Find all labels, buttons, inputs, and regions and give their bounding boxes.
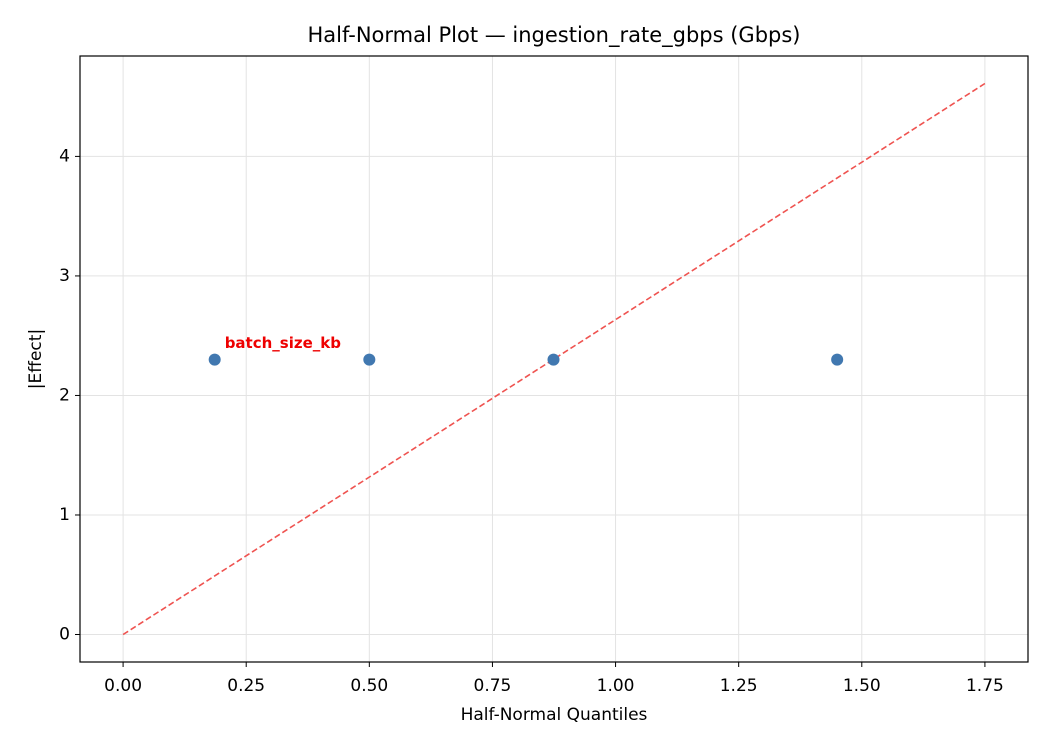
point (363, 353, 376, 366)
x-tick-label: 0.75 (474, 676, 512, 696)
plot-frame (79, 55, 1029, 663)
x-tick-label: 0.00 (104, 676, 142, 696)
chart-title: Half-Normal Plot — ingestion_rate_gbps (… (308, 23, 801, 48)
y-tick-label: 1 (59, 505, 70, 525)
y-tick-label: 0 (59, 625, 70, 645)
y-tick-label: 4 (59, 146, 70, 166)
x-tick-label: 0.25 (227, 676, 265, 696)
y-tick-label: 2 (59, 385, 70, 405)
x-axis-label: Half-Normal Quantiles (461, 705, 648, 725)
point (208, 353, 221, 366)
x-tick-label: 1.75 (966, 676, 1004, 696)
x-tick-label: 0.50 (350, 676, 388, 696)
y-axis-label: |Effect| (26, 329, 46, 389)
x-tick-label: 1.00 (597, 676, 635, 696)
x-tick-label: 1.50 (843, 676, 881, 696)
point (547, 353, 560, 366)
point (831, 353, 844, 366)
x-tick-label: 1.25 (720, 676, 758, 696)
y-tick-label: 3 (59, 266, 70, 286)
annotation: batch_size_kb (225, 334, 342, 352)
